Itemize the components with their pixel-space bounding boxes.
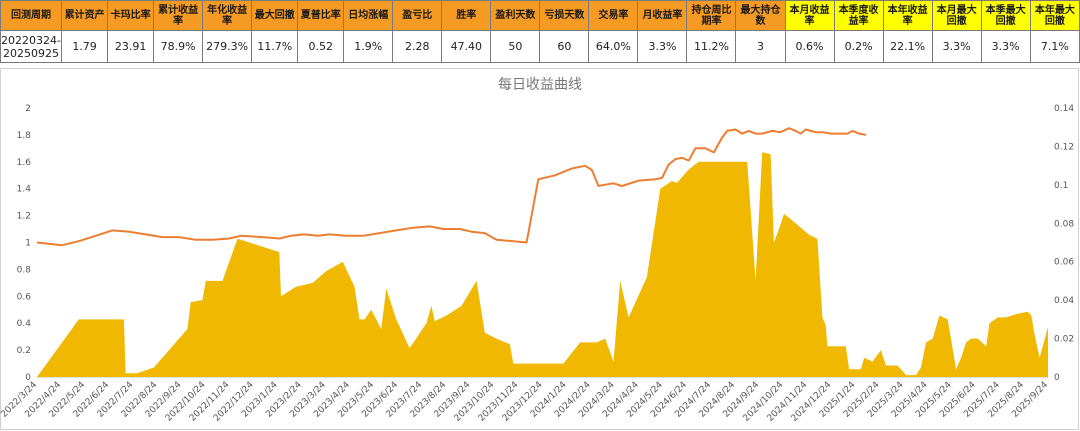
stats-value-cell: 22.1% xyxy=(882,30,933,63)
stats-value-cell: 47.40 xyxy=(441,30,492,63)
y-right-tick-label: 0.04 xyxy=(1054,296,1074,306)
stats-header-cell: 夏普比率 xyxy=(297,0,345,31)
stats-value-cell: 11.2% xyxy=(686,30,737,63)
chart-title: 每日收益曲线 xyxy=(498,77,582,93)
stats-value-cell: 3.3% xyxy=(931,30,982,63)
backtest-stats-table: 回测周期 累计资产 卡玛比率 累计收益率 年化收益率 最大回撤 夏普比率 日均涨幅 盈亏比 胜率盈… xyxy=(0,0,1080,63)
equity-line-series xyxy=(36,127,867,247)
chart-frame xyxy=(0,68,1079,430)
y-right-tick-label: 0.14 xyxy=(1054,104,1074,114)
y-left-tick-label: 1 xyxy=(25,239,31,249)
stats-value-cell: 20220324-20250925 xyxy=(0,30,63,63)
y-left-tick-label: 1.2 xyxy=(17,212,31,222)
stats-header-cell: 本年最大回撤 xyxy=(1029,0,1080,31)
stats-header-cell: 盈利天数 xyxy=(490,0,541,31)
y-right-tick-label: 0.06 xyxy=(1054,258,1074,268)
stats-header-cell: 累计收益率 xyxy=(153,0,204,31)
stats-header-cell: 累计资产 xyxy=(61,0,109,31)
stats-value-cell: 50 xyxy=(490,30,541,63)
stats-header-cell: 本月最大回撤 xyxy=(931,0,982,31)
stats-value-cell: 0.6% xyxy=(784,30,835,63)
stats-header-cell: 本年收益率 xyxy=(882,0,933,31)
stats-header-cell: 卡玛比率 xyxy=(107,0,155,31)
stats-header-cell: 日均涨幅 xyxy=(343,0,394,31)
stats-header-cell: 最大持仓数 xyxy=(735,0,786,31)
stats-header-cell: 胜率 xyxy=(441,0,492,31)
y-left-tick-label: 1.4 xyxy=(17,185,32,195)
stats-header-cell: 交易率 xyxy=(588,0,639,31)
stats-header-row: 回测周期 累计资产 卡玛比率 累计收益率 年化收益率 最大回撤 夏普比率 日均涨幅 盈亏比 胜率盈… xyxy=(0,0,1080,31)
stats-header-cell: 盈亏比 xyxy=(392,0,443,31)
stats-value-cell: 11.7% xyxy=(251,30,299,63)
y-left-tick-label: 0.8 xyxy=(17,265,32,275)
stats-value-cell: 279.3% xyxy=(202,30,253,63)
stats-value-cell: 3.3% xyxy=(637,30,688,63)
y-left-tick-label: 0.6 xyxy=(17,292,32,302)
stats-header-cell: 月收益率 xyxy=(637,0,688,31)
stats-header-cell: 本季最大回撤 xyxy=(980,0,1031,31)
stats-value-row: 20220324-20250925 1.79 23.91 78.9% 279.3% 11.… xyxy=(0,30,1080,63)
stats-value-cell: 2.28 xyxy=(392,30,443,63)
stats-value-cell: 3 xyxy=(735,30,786,63)
stats-value-cell: 1.79 xyxy=(61,30,109,63)
y-left-tick-label: 0.4 xyxy=(17,319,32,329)
stats-value-cell: 78.9% xyxy=(153,30,204,63)
stats-header-cell: 回测周期 xyxy=(0,0,63,31)
y-left-tick-label: 2 xyxy=(25,104,31,114)
holding-area-series xyxy=(37,152,1048,377)
stats-header-cell: 最大回撤 xyxy=(251,0,299,31)
y-left-tick-label: 0.2 xyxy=(17,346,31,356)
y-right-tick-label: 0.02 xyxy=(1054,335,1074,345)
stats-value-cell: 1.9% xyxy=(343,30,394,63)
y-right-tick-label: 0.08 xyxy=(1054,219,1074,229)
stats-value-cell: 0.2% xyxy=(833,30,884,63)
y-left-tick-label: 1.8 xyxy=(17,131,32,141)
stats-value-cell: 7.1% xyxy=(1029,30,1080,63)
stats-value-cell: 60 xyxy=(539,30,590,63)
stats-header-cell: 本月收益率 xyxy=(784,0,835,31)
stats-header-cell: 年化收益率 xyxy=(202,0,253,31)
stats-header-cell: 本季度收益率 xyxy=(833,0,884,31)
stats-header-cell: 持仓周比期率 xyxy=(686,0,737,31)
y-right-tick-label: 0.12 xyxy=(1054,142,1074,152)
stats-value-cell: 3.3% xyxy=(980,30,1031,63)
y-left-tick-label: 0 xyxy=(25,373,31,383)
stats-header-cell: 亏损天数 xyxy=(539,0,590,31)
daily-return-chart: 每日收益曲线 0 0.2 0.4 0.6 0.8 1 1.2 1.4 1.6 1.8 2 0 0.02… xyxy=(0,77,1074,424)
stats-value-cell: 0.52 xyxy=(297,30,345,63)
stats-value-cell: 23.91 xyxy=(107,30,155,63)
y-right-tick-label: 0.1 xyxy=(1054,181,1068,191)
stats-value-cell: 64.0% xyxy=(588,30,639,63)
y-left-tick-label: 1.6 xyxy=(17,158,32,168)
y-right-tick-label: 0 xyxy=(1054,373,1060,383)
